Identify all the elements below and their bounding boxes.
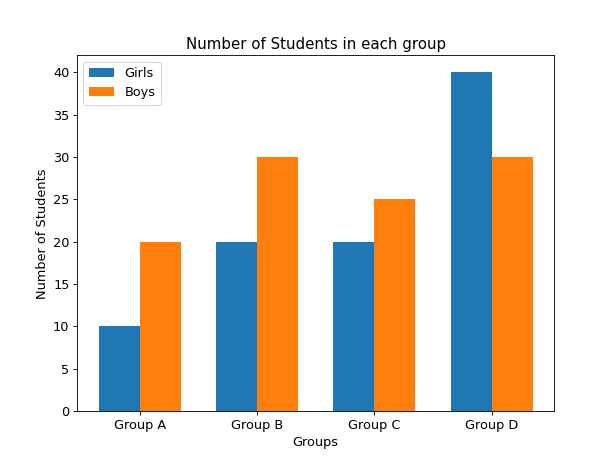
Bar <box>333 242 375 411</box>
Bar <box>216 242 257 411</box>
X-axis label: Groups: Groups <box>293 436 339 449</box>
Bar <box>375 200 415 411</box>
Bar <box>492 157 533 411</box>
Bar <box>257 157 298 411</box>
Y-axis label: Number of Students: Number of Students <box>36 168 49 298</box>
Bar <box>450 73 492 411</box>
Bar <box>99 327 140 411</box>
Title: Number of Students in each group: Number of Students in each group <box>185 37 446 52</box>
Legend: Girls, Boys: Girls, Boys <box>83 62 161 104</box>
Bar <box>140 242 181 411</box>
